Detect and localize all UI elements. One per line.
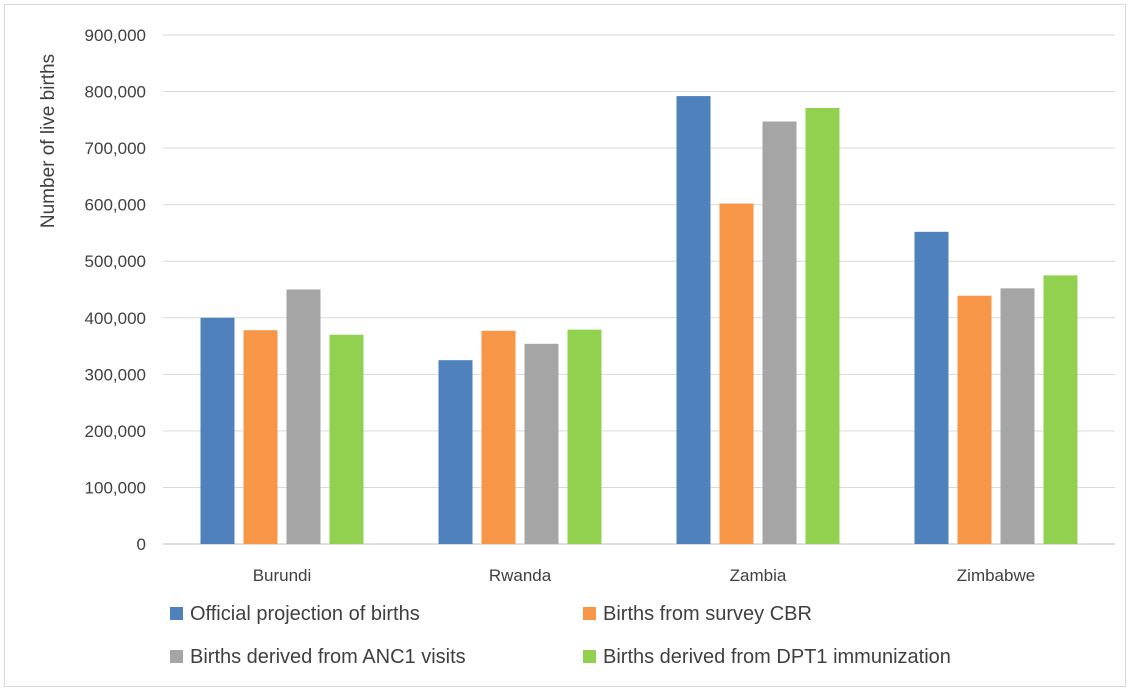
x-tick-label: Burundi bbox=[253, 566, 312, 585]
bar-rwanda-series-2 bbox=[481, 330, 516, 544]
x-tick-label: Zimbabwe bbox=[957, 566, 1035, 585]
y-axis-title: Number of live births bbox=[38, 54, 59, 228]
bar-rwanda-series-4 bbox=[567, 329, 602, 544]
x-axis-tick-labels: Burundi Rwanda Zambia Zimbabwe bbox=[253, 566, 1036, 585]
legend-swatch bbox=[583, 650, 596, 663]
y-tick-label: 300,000 bbox=[85, 365, 146, 384]
legend-item: Births derived from ANC1 visits bbox=[170, 646, 466, 668]
bar-burundi-series-2 bbox=[243, 330, 278, 544]
legend-label: Births derived from ANC1 visits bbox=[190, 646, 466, 668]
bar-zambia-series-4 bbox=[805, 107, 840, 544]
bar-zimbabwe-series-1 bbox=[914, 231, 949, 544]
legend: Official projection of births Births from… bbox=[170, 603, 951, 668]
legend-item: Official projection of births bbox=[170, 603, 420, 625]
legend-swatch bbox=[170, 607, 183, 620]
bar-zambia-series-3 bbox=[762, 121, 797, 544]
legend-label: Official projection of births bbox=[190, 603, 420, 625]
y-tick-label: 200,000 bbox=[85, 422, 146, 441]
y-tick-label: 600,000 bbox=[85, 196, 146, 215]
bar-zimbabwe-series-2 bbox=[957, 295, 992, 544]
bar-zimbabwe-series-4 bbox=[1043, 275, 1078, 544]
bar-zimbabwe-series-3 bbox=[1000, 288, 1035, 544]
legend-swatch bbox=[170, 650, 183, 663]
y-axis-tick-labels: 0 100,000 200,000 300,000 400,000 500,000 600,… bbox=[85, 26, 146, 554]
bar-burundi-series-4 bbox=[329, 334, 364, 544]
bar-rwanda-series-3 bbox=[524, 343, 559, 544]
y-tick-label: 400,000 bbox=[85, 309, 146, 328]
legend-swatch bbox=[583, 607, 596, 620]
bar-burundi-series-1 bbox=[200, 317, 235, 544]
bar-rwanda-series-1 bbox=[438, 360, 473, 544]
bar-zambia-series-1 bbox=[676, 96, 711, 544]
legend-item: Births derived from DPT1 immunization bbox=[583, 646, 951, 668]
gridlines bbox=[163, 34, 1115, 545]
legend-item: Births from survey CBR bbox=[583, 603, 812, 625]
y-tick-label: 700,000 bbox=[85, 139, 146, 158]
bars bbox=[200, 96, 1078, 544]
y-tick-label: 800,000 bbox=[85, 83, 146, 102]
x-tick-label: Rwanda bbox=[489, 566, 552, 585]
y-tick-label: 900,000 bbox=[85, 26, 146, 45]
y-tick-label: 0 bbox=[137, 535, 146, 554]
legend-label: Births derived from DPT1 immunization bbox=[603, 646, 951, 668]
x-tick-label: Zambia bbox=[730, 566, 787, 585]
bar-zambia-series-2 bbox=[719, 203, 754, 544]
y-tick-label: 100,000 bbox=[85, 478, 146, 497]
bar-burundi-series-3 bbox=[286, 289, 321, 544]
y-tick-label: 500,000 bbox=[85, 252, 146, 271]
legend-label: Births from survey CBR bbox=[603, 603, 812, 625]
